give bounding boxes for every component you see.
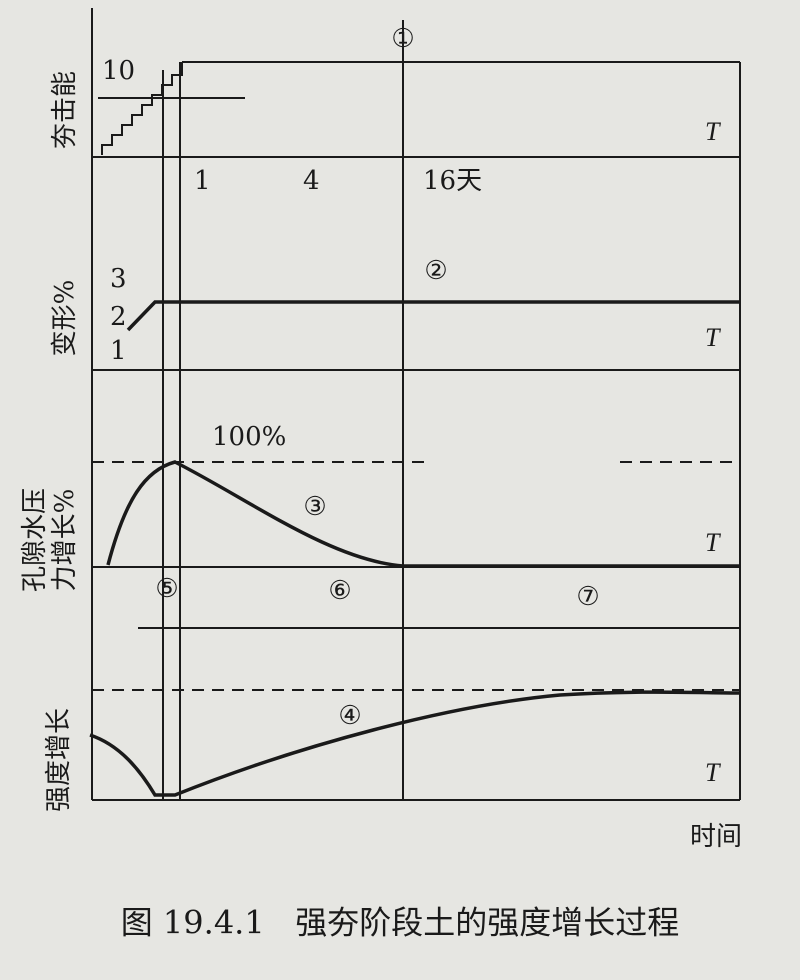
t-label: T [705,117,721,146]
t-label: T [705,528,721,557]
deformation-curve [126,300,740,332]
circle-label: ⑤ [155,574,178,604]
panel-label: 夯击能 [50,71,80,149]
time-tick: 1 [194,166,211,196]
panel-label: 孔隙水压 [20,488,50,592]
pressure-curve [106,460,740,568]
energy-steps [101,62,183,155]
tick-label: 2 [110,302,127,332]
panel-label: 变形% [50,280,80,357]
tick-label: 3 [110,264,127,294]
time-tick: 4 [303,166,320,196]
tick-label: 10 [102,56,135,86]
x-label: 时间 [690,822,742,852]
circle-label: ② [424,256,447,286]
time-tick: 16天 [423,166,482,196]
peak-label: 100% [212,422,286,452]
circle-label: ③ [303,492,326,522]
circle-label: ⑦ [576,582,599,612]
circle-label: ① [391,24,414,54]
tick-label: 1 [110,336,127,366]
panel-label: 强度增长 [44,708,74,812]
t-label: T [705,323,721,352]
t-label: T [705,758,721,787]
strength-curve [89,690,741,797]
panel-label: 力增长% [50,489,80,592]
circle-label: ⑥ [328,576,351,606]
frame [91,8,741,801]
caption: 图 19.4.1 强夯阶段土的强度增长过程 [121,904,679,942]
circle-label: ④ [338,701,361,731]
